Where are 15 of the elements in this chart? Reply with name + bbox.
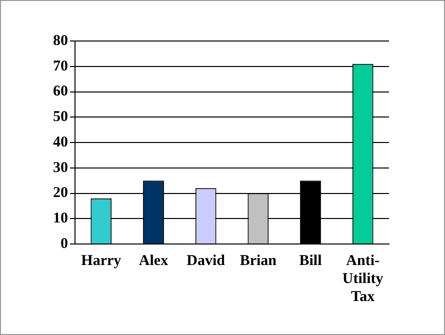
y-tick-label: 30	[53, 160, 68, 176]
y-tick-label: 0	[60, 236, 68, 252]
x-tick-label: Brian	[240, 252, 278, 269]
y-tick-label: 60	[53, 84, 68, 100]
x-tick-label: Alex	[138, 252, 169, 269]
y-tick-label: 10	[53, 210, 68, 226]
x-tick-label: Anti-Utility Tax	[342, 252, 384, 305]
y-tick-label: 40	[53, 134, 68, 150]
y-tick-label: 70	[53, 58, 68, 74]
y-tick-label: 20	[53, 185, 68, 202]
x-tick-label: Bill	[299, 252, 322, 269]
x-tick-label: Harry	[81, 252, 122, 269]
x-tick-label: David	[186, 252, 226, 269]
y-tick-label: 80	[53, 32, 68, 49]
y-tick-label: 50	[53, 109, 68, 125]
